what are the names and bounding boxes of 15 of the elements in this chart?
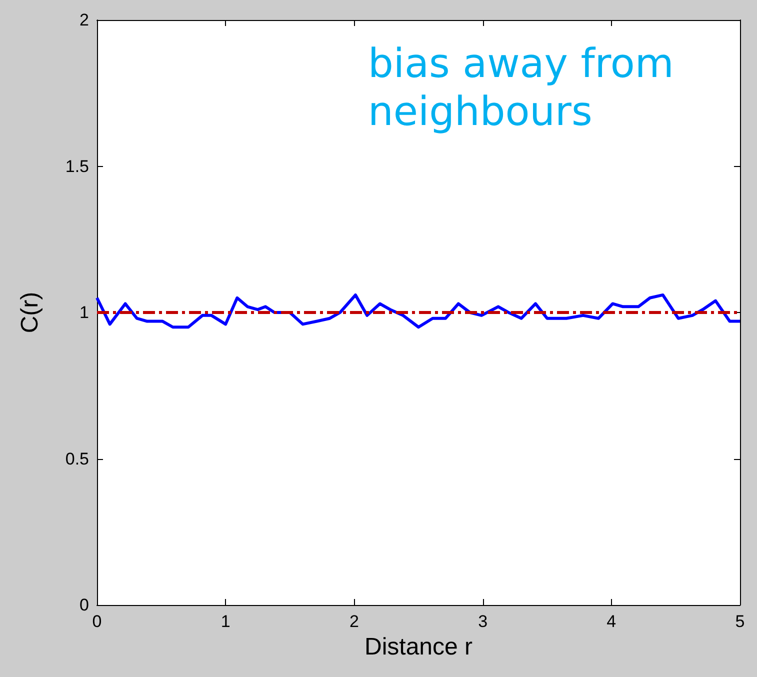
x-tick-label: 3 xyxy=(478,612,488,631)
x-tick-label: 2 xyxy=(349,612,359,631)
x-tick-label: 0 xyxy=(92,612,102,631)
y-tick-label: 1 xyxy=(80,303,89,322)
x-tick-label: 1 xyxy=(220,612,230,631)
y-tick-label: 0 xyxy=(80,596,89,614)
x-tick-label: 4 xyxy=(606,612,616,631)
x-axis-title: Distance r xyxy=(364,634,473,660)
y-tick-label: 0.5 xyxy=(65,449,89,468)
x-tick-label: 5 xyxy=(735,612,745,631)
annotation: bias away from neighbours xyxy=(368,41,674,135)
y-tick-label: 2 xyxy=(80,10,89,30)
line-series xyxy=(96,293,742,329)
y-tick-label: 1.5 xyxy=(65,156,89,176)
y-axis-title: C(r) xyxy=(16,292,44,334)
